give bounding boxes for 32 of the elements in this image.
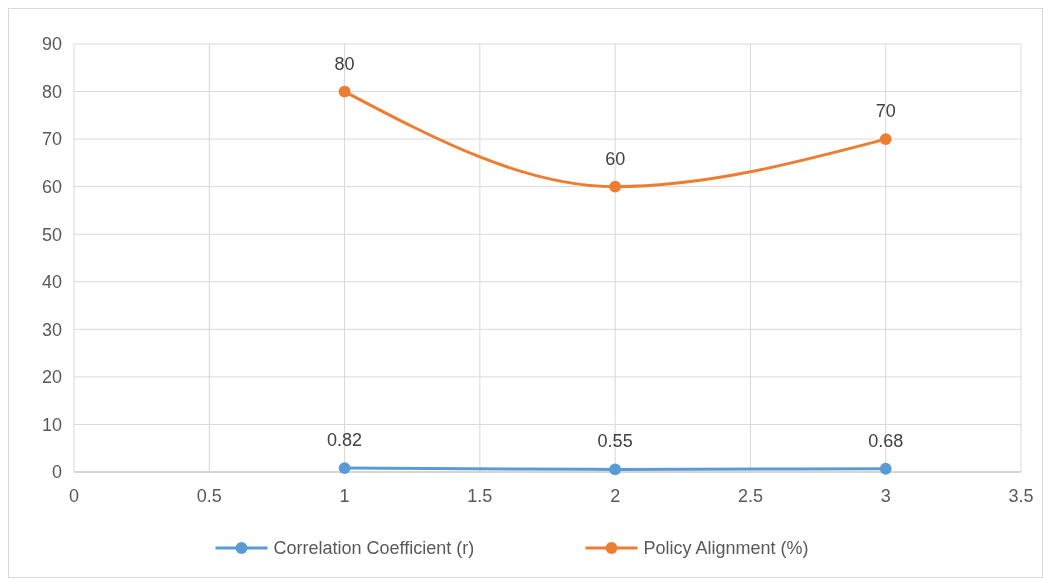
- point: [338, 462, 351, 475]
- point: [338, 85, 351, 98]
- y-tick-label: 10: [41, 414, 62, 435]
- y-tick-label: 90: [41, 34, 62, 55]
- x-tick-label: 0: [68, 486, 80, 506]
- data-label: 0.68: [868, 430, 904, 451]
- point: [609, 463, 622, 476]
- point: [879, 133, 892, 146]
- point: [609, 180, 622, 193]
- data-label: 60: [605, 148, 626, 169]
- x-tick-label: 2: [610, 486, 621, 506]
- data-label: 0.82: [327, 430, 363, 451]
- y-tick-label: 50: [41, 224, 62, 245]
- y-tick-label: 70: [41, 129, 62, 150]
- data-label: 70: [875, 101, 896, 122]
- data-label: 80: [334, 53, 355, 74]
- y-tick-label: 0: [51, 462, 62, 483]
- y-tick-label: 20: [41, 367, 62, 388]
- y-tick-label: 40: [41, 272, 62, 293]
- y-tick-label: 30: [41, 319, 62, 340]
- x-tick-label: 1: [339, 486, 350, 506]
- legend-label: Policy Alignment (%): [643, 538, 809, 559]
- legend-label: Correlation Coefficient (r): [273, 538, 475, 559]
- x-tick-label: 0.5: [196, 486, 222, 506]
- y-tick-label: 80: [41, 81, 62, 102]
- x-tick-label: 3.5: [1008, 486, 1034, 506]
- data-label: 0.55: [597, 431, 633, 452]
- x-tick-label: 1.5: [467, 486, 493, 506]
- x-tick-label: 3: [880, 486, 891, 506]
- x-tick-label: 2.5: [737, 486, 763, 506]
- point: [879, 462, 892, 475]
- y-tick-label: 60: [41, 176, 62, 197]
